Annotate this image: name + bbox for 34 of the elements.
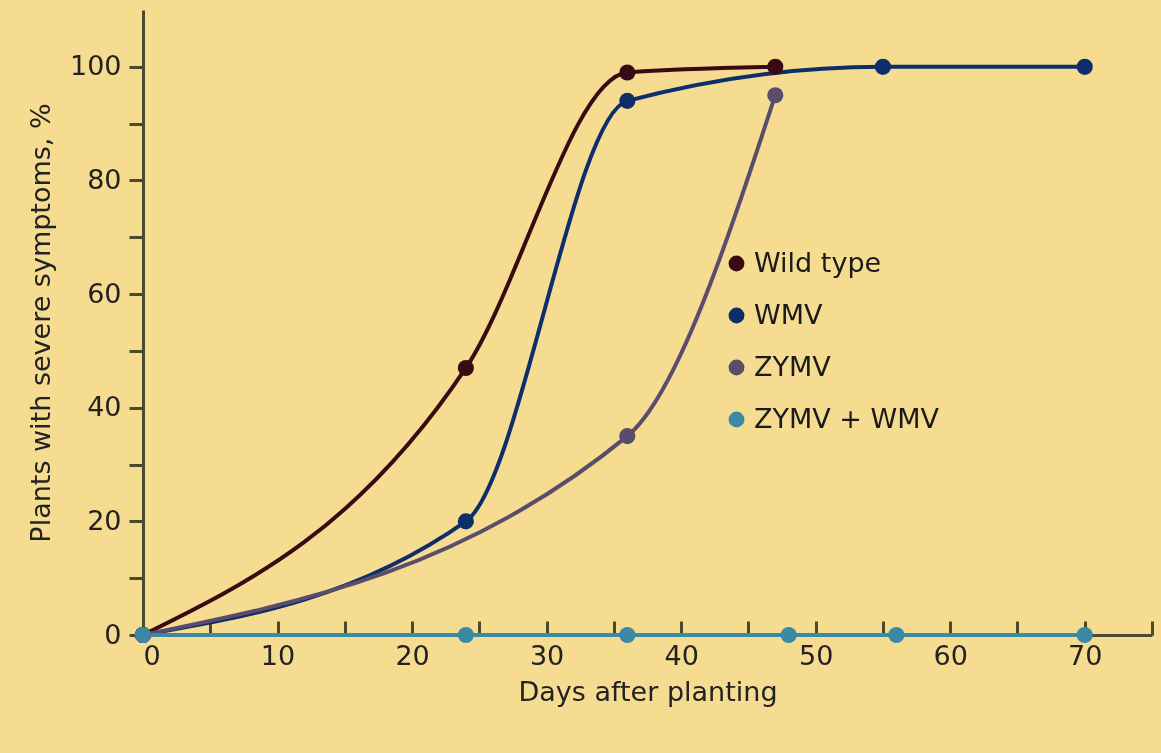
- x-tick-label: 10: [260, 639, 296, 671]
- x-tick-label: 40: [664, 639, 699, 671]
- x-tick-label: 0: [143, 639, 161, 671]
- x-tick-label: 50: [798, 639, 834, 671]
- x-tick-label: 30: [529, 639, 565, 671]
- y-tick-label: 60: [87, 277, 122, 309]
- legend-label: ZYMV: [754, 350, 832, 382]
- point: [767, 87, 784, 104]
- x-tick-label: 60: [933, 639, 968, 671]
- point: [888, 626, 905, 644]
- point: [457, 359, 474, 376]
- legend-label: WMV: [754, 298, 823, 330]
- x-tick-label: 70: [1068, 639, 1103, 671]
- point: [619, 428, 636, 445]
- y-tick-label: 0: [104, 618, 122, 650]
- point: [457, 626, 474, 644]
- point: [874, 58, 891, 75]
- point: [1076, 626, 1093, 644]
- legend-label: ZYMV + WMV: [754, 402, 940, 434]
- x-tick-label: 20: [395, 639, 430, 671]
- point: [780, 626, 797, 644]
- point: [457, 513, 474, 530]
- legend-label: Wild type: [754, 246, 882, 278]
- point: [1076, 58, 1093, 75]
- point: [619, 626, 636, 644]
- x-axis-title: Days after planting: [518, 675, 778, 707]
- y-tick-label: 100: [69, 50, 122, 82]
- y-axis-title: Plants with severe symptoms, %: [24, 103, 56, 543]
- point: [767, 58, 784, 75]
- point: [619, 92, 636, 109]
- y-tick-label: 40: [87, 391, 122, 423]
- point: [619, 64, 636, 81]
- y-tick-label: 80: [87, 163, 122, 195]
- y-tick-label: 20: [87, 504, 122, 536]
